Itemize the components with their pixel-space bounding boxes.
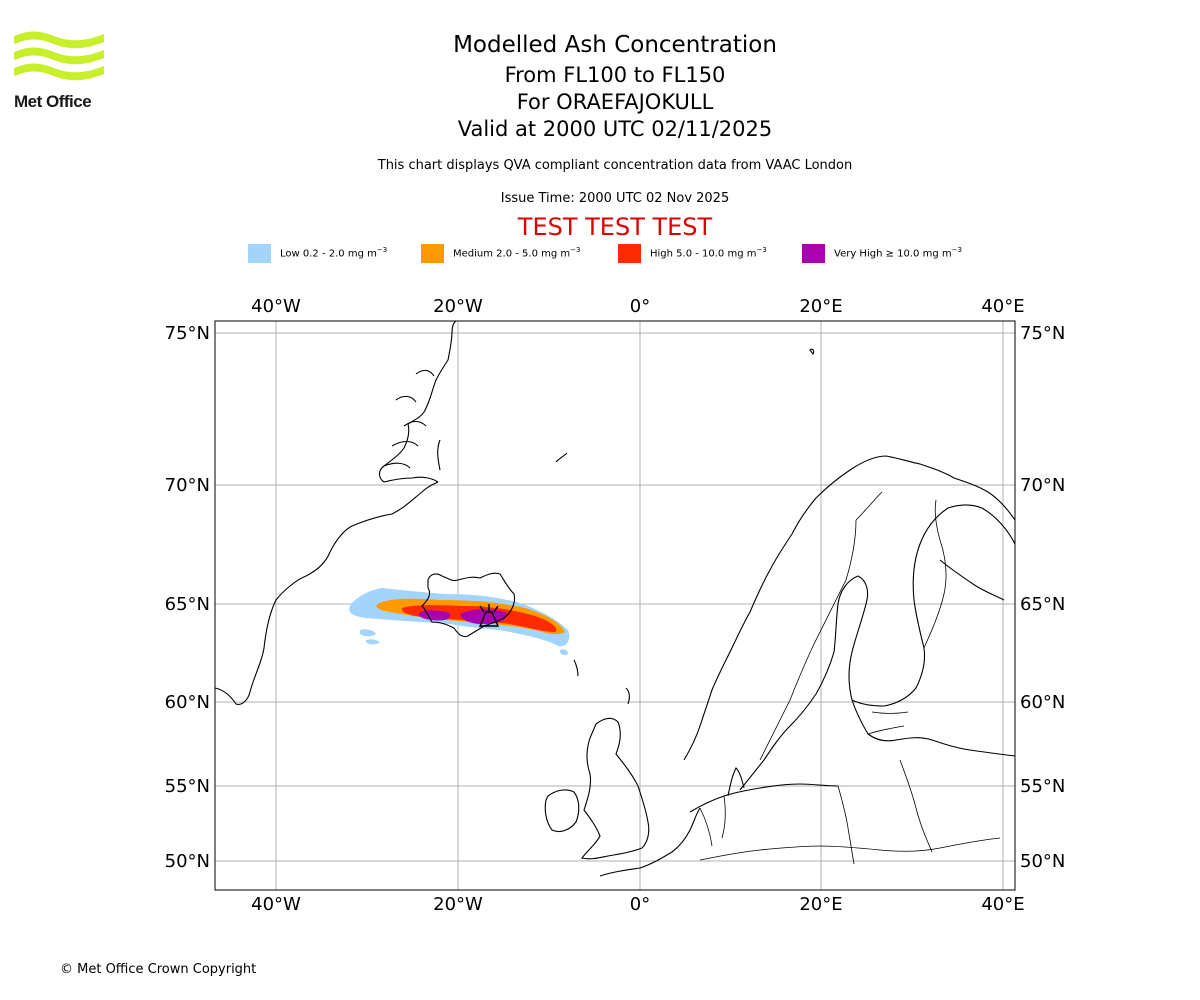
- legend-unit-exp: −3: [756, 246, 767, 254]
- legend-swatch-medium: [421, 244, 444, 263]
- lon-label-top: 20°E: [799, 296, 842, 317]
- legend-label-low: Low 0.2 - 2.0 mg m: [280, 248, 377, 260]
- lon-label-bottom: 20°W: [433, 894, 483, 915]
- lat-label-right: 60°N: [1020, 692, 1065, 713]
- coast-france-north: [599, 807, 701, 877]
- logo-text: Met Office: [14, 92, 92, 111]
- met-office-logo: [14, 31, 104, 81]
- valid-time: Valid at 2000 UTC 02/11/2025: [457, 117, 773, 141]
- border-finland-russia: [923, 499, 947, 649]
- legend-unit-exp: −3: [570, 246, 581, 254]
- copyright-notice: © Met Office Crown Copyright: [60, 962, 257, 977]
- coast-finland: [851, 504, 1015, 707]
- lon-label-top: 20°W: [433, 296, 483, 317]
- coast-baltic: [851, 699, 1015, 757]
- legend-unit-exp: −3: [376, 246, 388, 254]
- coast-denmark: [727, 767, 745, 797]
- lat-label-right: 75°N: [1020, 323, 1065, 344]
- lon-label-top: 40°W: [251, 296, 301, 317]
- legend-label-high: High 5.0 - 10.0 mg m: [650, 248, 757, 260]
- lat-label-left: 65°N: [165, 594, 210, 615]
- legend-swatch-low: [248, 244, 271, 263]
- lat-label-left: 75°N: [165, 323, 210, 344]
- coast-north-germany: [689, 783, 839, 813]
- volcano-marker-icon: [478, 604, 500, 627]
- coast-iceland: [421, 572, 516, 638]
- map-frame: [214, 320, 1016, 891]
- lat-label-right: 50°N: [1020, 851, 1065, 872]
- coast-ireland: [544, 789, 580, 833]
- legend-swatch-very-high: [802, 244, 825, 263]
- legend-swatch-high: [618, 244, 641, 263]
- chart-description: This chart displays QVA compliant concen…: [377, 158, 853, 173]
- lat-label-left: 70°N: [165, 475, 210, 496]
- coast-sweden-gulf: [739, 575, 869, 791]
- coast-bear-island: [809, 348, 815, 356]
- axis-labels: 40°W 20°W 0° 20°E 40°E 40°W 20°W 0° 20°E…: [165, 296, 1066, 915]
- lat-label-left: 55°N: [165, 776, 210, 797]
- ash-low-patch: [560, 649, 568, 656]
- test-banner: TEST TEST TEST: [517, 213, 713, 241]
- coast-greenland: [215, 321, 457, 705]
- volcano-name: For ORAEFAJOKULL: [516, 90, 714, 114]
- lat-label-left: 60°N: [165, 692, 210, 713]
- lat-label-right: 70°N: [1020, 475, 1065, 496]
- lon-label-bottom: 40°W: [251, 894, 301, 915]
- lon-label-bottom: 40°E: [981, 894, 1024, 915]
- graticule: [215, 321, 1015, 890]
- ash-plume: [349, 588, 570, 656]
- border-benelux: [699, 795, 726, 847]
- coastlines: [215, 321, 1015, 877]
- legend-unit-exp: −3: [951, 246, 962, 254]
- chart-title-block: Modelled Ash Concentration From FL100 to…: [315, 30, 915, 143]
- border-central-europe: [699, 837, 1001, 861]
- legend-label-medium: Medium 2.0 - 5.0 mg m: [453, 248, 571, 260]
- coast-norway: [683, 455, 1015, 761]
- chart-title: Modelled Ash Concentration: [453, 32, 777, 58]
- coast-great-britain: [581, 717, 650, 860]
- coast-greenland-fjords: [383, 369, 441, 471]
- flight-level-range: From FL100 to FL150: [504, 63, 726, 87]
- coast-shetland: [625, 687, 630, 705]
- ash-low-patch: [360, 629, 376, 637]
- ash-low-patch: [366, 639, 380, 645]
- lon-label-top: 0°: [630, 296, 650, 317]
- lat-label-right: 65°N: [1020, 594, 1065, 615]
- issue-time: Issue Time: 2000 UTC 02 Nov 2025: [500, 191, 730, 206]
- border-baltic-states: [867, 711, 909, 735]
- lon-label-top: 40°E: [981, 296, 1024, 317]
- legend-label-very-high: Very High ≥ 10.0 mg m: [834, 248, 952, 260]
- coast-faroes: [573, 659, 579, 677]
- lon-label-bottom: 20°E: [799, 894, 842, 915]
- lat-label-right: 55°N: [1020, 776, 1065, 797]
- border-norway-sweden: [759, 519, 857, 761]
- border-germany-poland: [837, 785, 855, 865]
- coast-jan-mayen: [555, 452, 568, 463]
- border-sweden-finland: [855, 491, 883, 521]
- border-poland-east: [899, 759, 933, 853]
- lat-label-left: 50°N: [165, 851, 210, 872]
- coast-white-sea: [939, 559, 1005, 601]
- lon-label-bottom: 0°: [630, 894, 650, 915]
